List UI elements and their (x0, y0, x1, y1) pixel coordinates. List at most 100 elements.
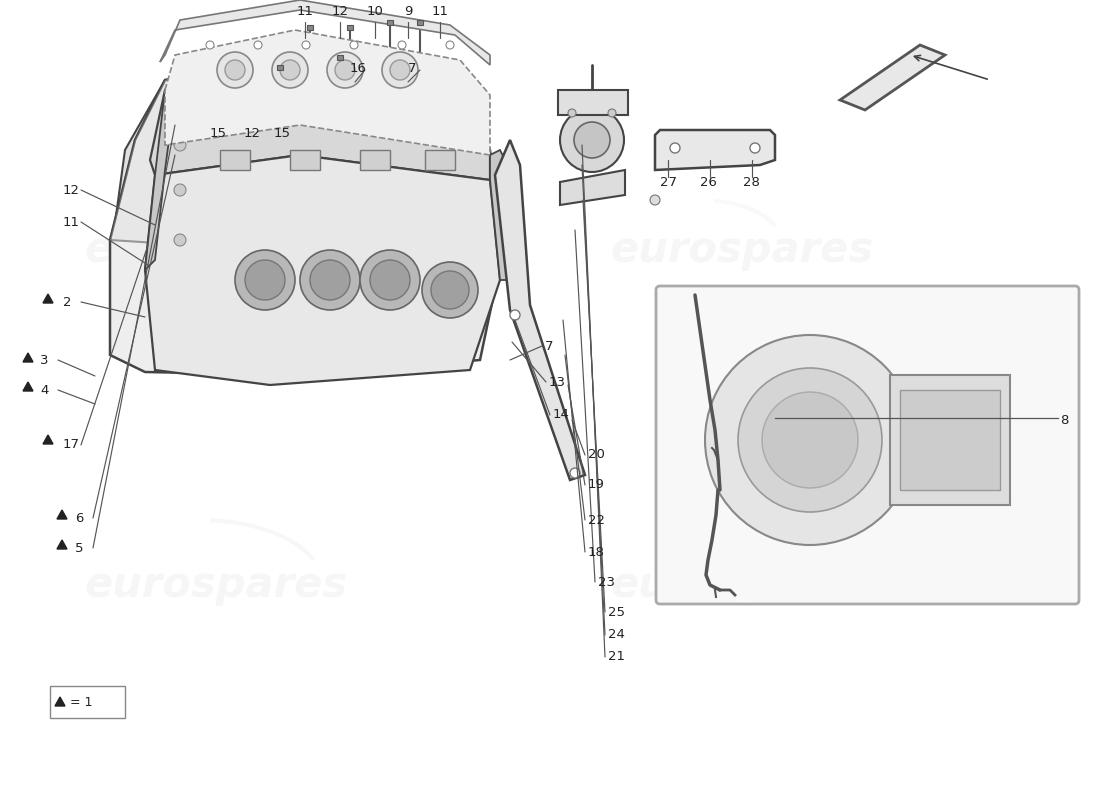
Text: 4: 4 (40, 383, 48, 397)
Circle shape (398, 41, 406, 49)
Polygon shape (165, 30, 490, 155)
Polygon shape (160, 0, 490, 65)
Polygon shape (145, 155, 500, 385)
Polygon shape (43, 435, 53, 444)
Circle shape (302, 41, 310, 49)
Text: 11: 11 (431, 5, 449, 18)
Text: 11: 11 (297, 5, 313, 18)
Polygon shape (57, 540, 67, 549)
Circle shape (217, 52, 253, 88)
Text: 15: 15 (274, 127, 290, 140)
Text: 7: 7 (544, 339, 553, 353)
Polygon shape (495, 140, 585, 480)
Text: 28: 28 (742, 175, 760, 189)
Text: 20: 20 (588, 449, 605, 462)
Wedge shape (431, 271, 469, 309)
Polygon shape (110, 80, 165, 260)
Text: eurospares: eurospares (85, 564, 348, 606)
Polygon shape (654, 130, 776, 170)
Circle shape (382, 52, 418, 88)
Text: 15: 15 (209, 127, 227, 140)
Text: 12: 12 (331, 5, 349, 18)
Bar (425, 150, 455, 170)
Bar (900, 390, 1000, 490)
Circle shape (608, 109, 616, 117)
Text: 12: 12 (243, 127, 261, 140)
Bar (346, 25, 353, 30)
Bar (277, 65, 283, 70)
Text: 2: 2 (63, 295, 72, 309)
Polygon shape (23, 353, 33, 362)
Circle shape (226, 60, 245, 80)
Text: 25: 25 (608, 606, 625, 618)
Text: 18: 18 (588, 546, 605, 558)
Circle shape (280, 60, 300, 80)
Polygon shape (560, 170, 625, 205)
Polygon shape (840, 45, 945, 110)
Polygon shape (558, 90, 628, 115)
Wedge shape (245, 260, 285, 300)
Text: 22: 22 (588, 514, 605, 526)
Polygon shape (145, 90, 175, 270)
Text: 9: 9 (404, 5, 412, 18)
Circle shape (174, 184, 186, 196)
Circle shape (174, 139, 186, 151)
Text: 13: 13 (549, 375, 566, 389)
Circle shape (574, 122, 611, 158)
Text: eurospares: eurospares (610, 229, 873, 271)
Wedge shape (422, 262, 478, 318)
Circle shape (750, 143, 760, 153)
Text: 24: 24 (608, 629, 625, 642)
Polygon shape (150, 65, 490, 180)
Text: eurospares: eurospares (85, 229, 348, 271)
Circle shape (174, 234, 186, 246)
Text: 6: 6 (75, 511, 84, 525)
Polygon shape (57, 510, 67, 519)
Circle shape (254, 41, 262, 49)
Text: 3: 3 (40, 354, 48, 366)
Text: 12: 12 (63, 183, 80, 197)
Bar (307, 25, 314, 30)
Circle shape (568, 109, 576, 117)
Circle shape (510, 310, 520, 320)
Text: 16: 16 (350, 62, 366, 74)
Circle shape (446, 41, 454, 49)
Circle shape (272, 52, 308, 88)
Circle shape (350, 41, 358, 49)
Polygon shape (23, 382, 33, 391)
Circle shape (570, 468, 580, 478)
Polygon shape (110, 55, 500, 265)
Text: 23: 23 (598, 575, 615, 589)
Text: 14: 14 (553, 409, 570, 422)
Text: 5: 5 (75, 542, 84, 554)
Polygon shape (43, 294, 53, 303)
Bar (890, 375, 1010, 505)
Wedge shape (310, 260, 350, 300)
Polygon shape (55, 697, 65, 706)
Text: 8: 8 (1060, 414, 1068, 426)
Polygon shape (490, 150, 510, 280)
Bar (220, 150, 250, 170)
Bar (50, 686, 125, 718)
Circle shape (206, 41, 214, 49)
Bar (290, 150, 320, 170)
Text: 17: 17 (63, 438, 80, 451)
Polygon shape (110, 55, 500, 375)
Circle shape (670, 143, 680, 153)
FancyBboxPatch shape (656, 286, 1079, 604)
Text: = 1: = 1 (70, 695, 92, 709)
Wedge shape (300, 250, 360, 310)
Circle shape (560, 108, 624, 172)
Bar (417, 20, 424, 25)
Wedge shape (235, 250, 295, 310)
Bar (387, 20, 393, 25)
Text: 19: 19 (588, 478, 605, 491)
Text: 27: 27 (660, 175, 676, 189)
Text: 11: 11 (63, 215, 80, 229)
Circle shape (327, 52, 363, 88)
Wedge shape (738, 368, 882, 512)
Text: eurospares: eurospares (610, 564, 873, 606)
Circle shape (336, 60, 355, 80)
Wedge shape (360, 250, 420, 310)
Text: 26: 26 (700, 175, 717, 189)
